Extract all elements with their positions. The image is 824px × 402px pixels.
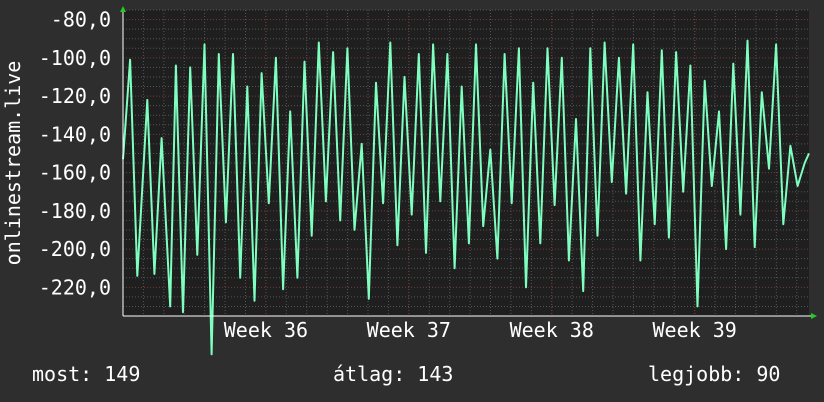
stat-max: legjobb: 90: [648, 362, 781, 386]
x-axis-arrow: [811, 313, 817, 319]
stat-average: átlag: 143: [333, 362, 454, 386]
x-tick-label: Week 38: [510, 318, 594, 342]
y-axis-arrow: [120, 6, 126, 12]
y-tick-label: -160,0: [39, 161, 111, 185]
x-tick-label: Week 37: [367, 318, 451, 342]
y-tick-label: -120,0: [39, 84, 111, 108]
y-tick-label: -200,0: [39, 237, 111, 261]
axes: [120, 6, 817, 319]
y-tick-label: -100,0: [39, 46, 111, 70]
series-layer: [122, 39, 810, 356]
y-axis-ticks: -80,0 -100,0 -120,0 -140,0 -160,0 -180,0 -200,…: [39, 8, 111, 300]
y-tick-label: -180,0: [39, 199, 111, 223]
series-line: [122, 39, 810, 356]
y-tick-label: -140,0: [39, 122, 111, 146]
x-tick-label: Week 39: [653, 318, 737, 342]
x-axis-ticks: Week 36 Week 37 Week 38 Week 39: [224, 318, 737, 342]
y-tick-label: -80,0: [51, 8, 111, 32]
y-tick-label: -220,0: [39, 275, 111, 299]
stat-current: most: 149: [32, 362, 141, 386]
x-tick-label: Week 36: [224, 318, 308, 342]
y-axis-label: onlinestream.live: [1, 61, 25, 266]
